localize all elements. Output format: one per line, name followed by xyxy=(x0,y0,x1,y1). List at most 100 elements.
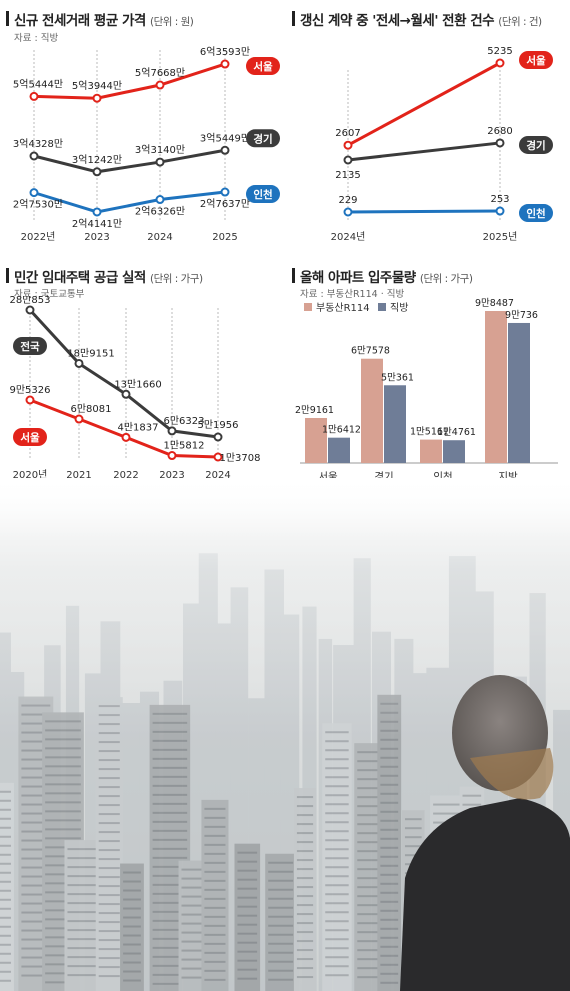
building-window-row xyxy=(67,947,100,950)
building-window-row xyxy=(325,902,349,905)
bar xyxy=(508,322,530,463)
data-label: 2135 xyxy=(335,170,360,181)
chart3-svg: 2020년 2021 2022 2023 202428만85318만915113만166… xyxy=(9,296,260,481)
building-window-row xyxy=(98,921,120,924)
building-window-row xyxy=(45,765,81,768)
building-window-row xyxy=(0,790,11,793)
building-window-row xyxy=(325,821,349,824)
building-window-row xyxy=(152,874,188,877)
building-window-row xyxy=(204,969,226,972)
data-label: 5235 xyxy=(487,46,512,57)
building-window-row xyxy=(0,898,11,901)
building-window-row xyxy=(0,826,11,829)
building-window-row xyxy=(462,794,482,797)
bar xyxy=(361,358,383,463)
building-window-row xyxy=(204,960,226,963)
bar xyxy=(485,311,507,463)
building-window-row xyxy=(98,840,120,843)
building-window-row xyxy=(380,963,399,966)
building-window-row xyxy=(98,903,120,906)
chart1-svg: 2022년 2023 2024 2025 5억5444만 5억3944만 5억7668만 6억… xyxy=(13,46,280,243)
building-window-row xyxy=(380,792,399,795)
series-badge: 서울 xyxy=(253,60,273,73)
building-window-row xyxy=(98,867,120,870)
building-window-row xyxy=(237,914,258,917)
building-window-row xyxy=(152,748,188,751)
building-window-row xyxy=(204,816,226,819)
building-window-row xyxy=(67,857,100,860)
building-window-row xyxy=(357,913,380,916)
data-point xyxy=(29,188,39,198)
data-label: 5만1956 xyxy=(197,419,238,431)
building-window-row xyxy=(45,927,81,930)
building-window-row xyxy=(67,866,100,869)
building-window-row xyxy=(45,981,81,984)
building-window-row xyxy=(181,931,204,934)
building-window-row xyxy=(152,919,188,922)
data-label: 3억5449만 xyxy=(200,132,250,144)
series-badge: 전국 xyxy=(20,340,40,353)
building-window-row xyxy=(268,906,294,909)
bar xyxy=(328,437,350,463)
building-window-row xyxy=(380,783,399,786)
building-window-row xyxy=(237,860,258,863)
building-window-row xyxy=(98,759,120,762)
building-window-row xyxy=(325,740,349,743)
building-window-row xyxy=(21,749,51,752)
bar xyxy=(420,439,442,463)
building-window-row xyxy=(357,841,380,844)
building-window-row xyxy=(67,848,100,851)
building-window-row xyxy=(45,747,81,750)
building xyxy=(120,863,144,991)
building-window-row xyxy=(0,943,11,946)
building-window-row xyxy=(45,738,81,741)
legend-swatch xyxy=(378,303,386,311)
data-point xyxy=(25,305,35,315)
bar-label: 6만7578 xyxy=(351,346,390,357)
building-window-row xyxy=(98,948,120,951)
building-window-row xyxy=(98,768,120,771)
data-point xyxy=(29,151,39,161)
chart4-title: 올해 아파트 입주물량 (단위 : 가구) xyxy=(300,270,473,286)
building-window-row xyxy=(204,870,226,873)
x-tick-label: 2022 xyxy=(113,470,138,481)
data-point xyxy=(121,389,131,399)
building-window-row xyxy=(21,758,51,761)
series-line-경기 xyxy=(347,141,501,162)
building-window-row xyxy=(296,895,314,898)
building-window-row xyxy=(380,873,399,876)
building-window-row xyxy=(21,884,51,887)
building-window-row xyxy=(462,803,482,806)
building-window-row xyxy=(0,952,11,955)
building-window-row xyxy=(98,939,120,942)
building-window-row xyxy=(268,960,294,963)
data-label: 28만853 xyxy=(9,296,50,306)
building-window-row xyxy=(357,904,380,907)
series-badge: 경기 xyxy=(253,132,272,145)
building-window-row xyxy=(152,928,188,931)
data-label: 4만1837 xyxy=(117,421,158,433)
building-window-row xyxy=(204,834,226,837)
series-badge-bg xyxy=(519,204,553,223)
building-window-row xyxy=(325,938,349,941)
building-window-row xyxy=(67,929,100,932)
building-window-row xyxy=(0,889,11,892)
building-window-row xyxy=(98,813,120,816)
bar xyxy=(305,417,327,463)
building-window-row xyxy=(296,859,314,862)
building xyxy=(377,694,402,991)
building-window-row xyxy=(325,929,349,932)
data-point xyxy=(74,414,84,424)
building-window-row xyxy=(296,922,314,925)
building-window-row xyxy=(123,907,141,910)
building-window-row xyxy=(98,912,120,915)
building-window-row xyxy=(380,891,399,894)
building-window-row xyxy=(152,847,188,850)
building-window-row xyxy=(123,925,141,928)
building-window-row xyxy=(45,756,81,759)
building-window-row xyxy=(357,868,380,871)
building-window-row xyxy=(21,911,51,914)
building-window-row xyxy=(296,976,314,979)
building-window-row xyxy=(21,920,51,923)
building-window-row xyxy=(181,958,204,961)
